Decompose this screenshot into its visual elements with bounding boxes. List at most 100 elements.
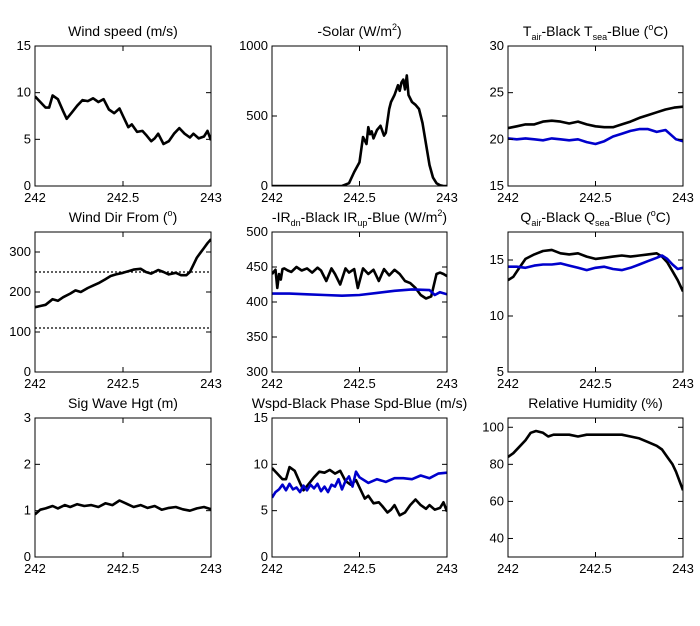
series-line-black	[35, 499, 211, 516]
series-line-black	[272, 74, 447, 186]
title-segment: )	[173, 209, 178, 225]
y-tick-label: 60	[490, 493, 504, 508]
x-tick-label: 242.5	[579, 376, 612, 391]
y-tick-label: 0	[24, 178, 31, 193]
y-tick-label: 80	[490, 456, 504, 471]
series-line-black	[508, 105, 683, 130]
title-segment: -Black IR	[301, 209, 358, 225]
y-tick-label: 300	[246, 364, 268, 379]
title-segment: C)	[656, 209, 671, 225]
y-tick-label: 0	[261, 178, 268, 193]
x-tick-label: 243	[436, 376, 458, 391]
title-segment: sea	[595, 218, 610, 228]
y-tick-label: 0	[24, 549, 31, 564]
series-line-black	[508, 429, 683, 491]
title-segment: o	[648, 22, 653, 32]
plot-frame	[34, 417, 212, 558]
series-line-black	[272, 465, 447, 517]
y-tick-label: 5	[497, 364, 504, 379]
y-tick-label: 10	[490, 308, 504, 323]
panel-title: -Solar (W/m2)	[317, 22, 401, 39]
y-tick-label: 30	[490, 38, 504, 53]
panel-3: Tair-Black Tsea-Blue (oC) 15 20 25 30 242 242.…	[490, 22, 694, 205]
panel-title: Wind Dir From (o)	[69, 208, 177, 225]
series-line-black	[508, 248, 683, 292]
x-tick-label: 242.5	[107, 190, 140, 205]
panel-title: Wspd-Black Phase Spd-Blue (m/s)	[252, 395, 468, 411]
x-tick-label: 242	[261, 561, 283, 576]
series-line-black	[35, 94, 211, 146]
x-tick-label: 243	[200, 561, 222, 576]
y-tick-label: 1000	[239, 38, 268, 53]
title-segment: Sig Wave Hgt (m)	[68, 395, 178, 411]
title-segment: Wind speed (m/s)	[68, 23, 178, 39]
series-line-blue	[272, 288, 447, 298]
title-segment: o	[651, 208, 656, 218]
panel-5: -IRdn-Black IRup-Blue (W/m2) 300 350 400 450…	[246, 208, 458, 391]
title-segment: -Black Q	[541, 209, 595, 225]
y-tick-label: 40	[490, 530, 504, 545]
y-tick-label: 15	[490, 178, 504, 193]
y-tick-label: 0	[261, 549, 268, 564]
title-segment: dn	[291, 218, 301, 228]
plot-frame	[34, 231, 212, 373]
y-tick-label: 450	[246, 259, 268, 274]
title-segment: 2	[437, 208, 442, 218]
y-tick-label: 3	[24, 410, 31, 425]
plot-frame	[507, 417, 684, 558]
y-tick-label: 400	[246, 294, 268, 309]
x-tick-label: 242	[497, 376, 519, 391]
y-tick-label: 25	[490, 85, 504, 100]
panel-title: Sig Wave Hgt (m)	[68, 395, 178, 411]
x-tick-label: 243	[436, 561, 458, 576]
x-tick-label: 242	[24, 190, 46, 205]
y-tick-label: 10	[254, 456, 268, 471]
x-tick-label: 243	[672, 376, 694, 391]
x-tick-label: 243	[672, 190, 694, 205]
title-segment: )	[397, 23, 402, 39]
x-tick-label: 243	[436, 190, 458, 205]
title-segment: 2	[392, 22, 397, 32]
title-segment: o	[168, 208, 173, 218]
title-segment: up	[357, 218, 367, 228]
panel-4: Wind Dir From (o) 0 100 200 300 242 242.5 243	[9, 208, 222, 391]
x-tick-label: 243	[200, 190, 222, 205]
title-segment: -Blue (	[610, 209, 652, 225]
panel-title: -IRdn-Black IRup-Blue (W/m2)	[272, 208, 447, 228]
y-tick-label: 200	[9, 284, 31, 299]
title-segment: Relative Humidity (%)	[528, 395, 663, 411]
x-tick-label: 242.5	[107, 376, 140, 391]
panel-title: Relative Humidity (%)	[528, 395, 663, 411]
x-tick-label: 242.5	[579, 561, 612, 576]
y-tick-label: 15	[17, 38, 31, 53]
y-tick-label: 100	[9, 324, 31, 339]
x-tick-label: 242	[261, 376, 283, 391]
y-tick-label: 500	[246, 108, 268, 123]
panel-title: Tair-Black Tsea-Blue (oC)	[523, 22, 668, 42]
title-segment: Wspd-Black Phase Spd-Blue (m/s)	[252, 395, 468, 411]
panel-9: Relative Humidity (%) 40 60 80 100 242 242.5 24…	[482, 395, 694, 576]
y-tick-label: 15	[254, 410, 268, 425]
y-tick-label: 5	[261, 503, 268, 518]
title-segment: -Black T	[541, 23, 593, 39]
x-tick-label: 242.5	[107, 561, 140, 576]
x-tick-label: 243	[200, 376, 222, 391]
title-segment: air	[531, 218, 541, 228]
y-tick-label: 1	[24, 503, 31, 518]
x-tick-label: 242	[497, 190, 519, 205]
title-segment: -Blue (W/m	[367, 209, 437, 225]
panel-1: Wind speed (m/s) 0 5 10 15 242 242.5 243	[17, 23, 222, 205]
y-tick-label: 350	[246, 329, 268, 344]
title-segment: -Solar (W/m	[317, 23, 392, 39]
y-tick-label: 0	[24, 364, 31, 379]
x-tick-label: 242.5	[343, 376, 376, 391]
x-tick-label: 242	[24, 376, 46, 391]
panel-8: Wspd-Black Phase Spd-Blue (m/s) 0 5 10 15 242…	[252, 395, 468, 576]
title-segment: -IR	[272, 209, 291, 225]
panel-6: Qair-Black Qsea-Blue (oC) 5 10 15 242 242.5 24…	[490, 208, 694, 391]
title-segment: T	[523, 23, 532, 39]
title-segment: -Blue (	[607, 23, 649, 39]
y-tick-label: 500	[246, 224, 268, 239]
x-tick-label: 242.5	[579, 190, 612, 205]
